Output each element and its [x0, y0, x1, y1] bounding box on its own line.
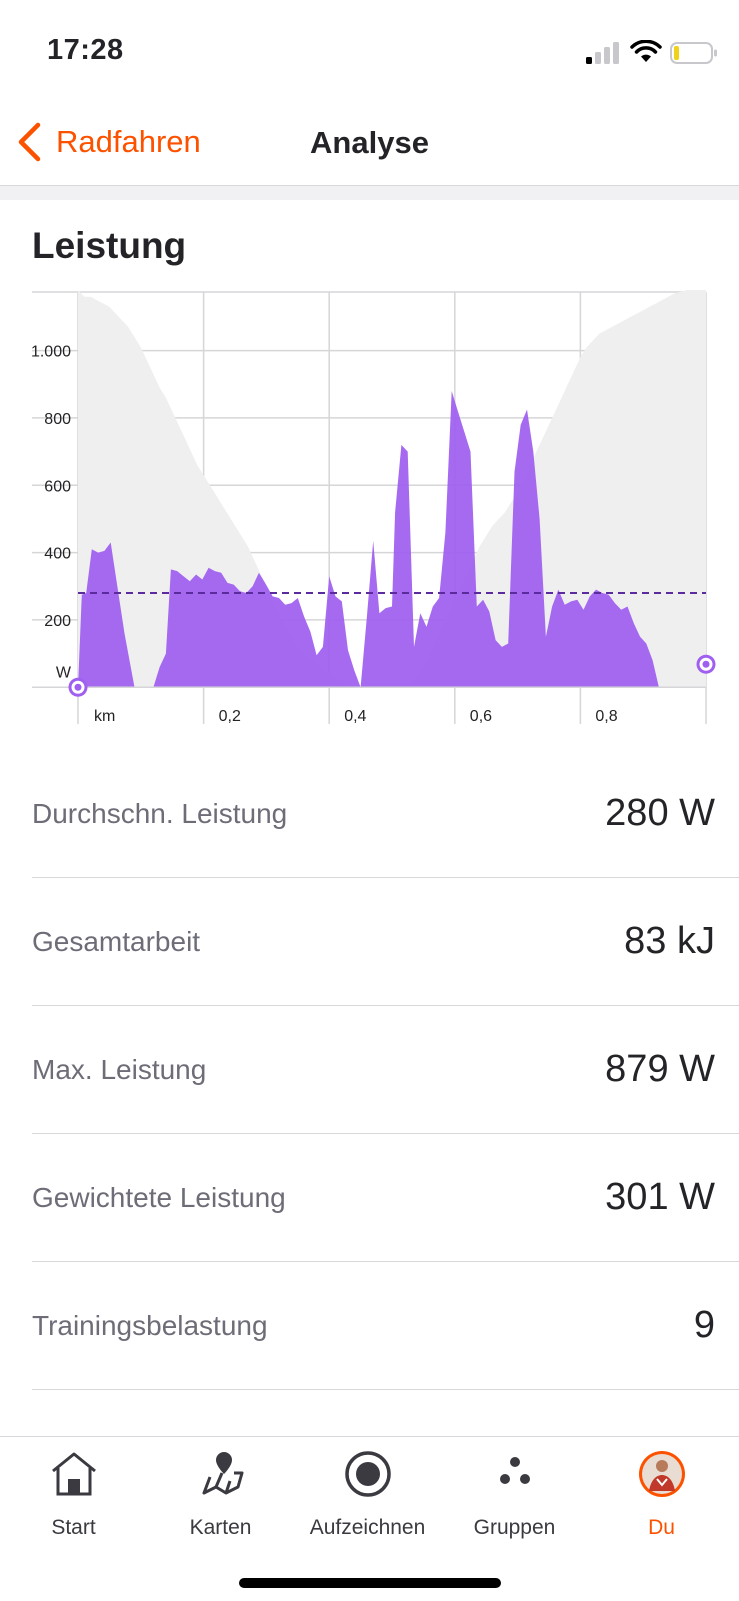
tab-label: Start [51, 1516, 96, 1539]
stat-row-total-work: Gesamtarbeit 83 kJ [32, 878, 739, 1006]
section-separator [0, 186, 739, 200]
stat-row-average-power: Durchschn. Leistung 280 W [32, 750, 739, 878]
stats-list: Durchschn. Leistung 280 W Gesamtarbeit 8… [32, 750, 739, 1390]
stat-row-max-power: Max. Leistung 879 W [32, 1006, 739, 1134]
tab-karten[interactable]: Karten [147, 1437, 294, 1547]
cellular-signal-icon [586, 42, 619, 64]
x-tick-label: 0,2 [219, 708, 241, 725]
power-chart[interactable]: 200 400 600 800 1.000 W 0,2 0,4 0,6 0,8 km [0, 288, 739, 743]
x-tick-label: 0,6 [470, 708, 492, 725]
stat-row-weighted-power: Gewichtete Leistung 301 W [32, 1134, 739, 1262]
stat-label: Durchschn. Leistung [32, 798, 288, 829]
power-area [78, 391, 706, 688]
stat-row-training-load: Trainingsbelastung 9 [32, 1262, 739, 1390]
record-icon [344, 1451, 391, 1497]
y-axis-unit-label: W [56, 664, 72, 681]
tab-label: Du [648, 1516, 675, 1539]
stat-label: Gesamtarbeit [32, 926, 201, 957]
stat-value: 280 W [605, 792, 715, 834]
handle-center [74, 683, 82, 691]
range-start-handle[interactable] [68, 677, 88, 697]
y-tick-label: 400 [44, 546, 71, 563]
home-indicator [239, 1578, 501, 1588]
y-tick-label: 200 [44, 613, 71, 630]
stat-label: Trainingsbelastung [32, 1310, 268, 1341]
stat-label: Gewichtete Leistung [32, 1182, 286, 1213]
tab-bar: Start Karten Aufzeichnen Gruppen [0, 1436, 739, 1601]
y-tick-label: 1.000 [31, 344, 71, 361]
chevron-left-icon [18, 122, 41, 162]
map-icon [202, 1452, 243, 1495]
groups-icon [499, 1457, 530, 1484]
tab-du[interactable]: Du [588, 1437, 735, 1547]
status-bar: 17:28 [0, 0, 739, 100]
tab-start[interactable]: Start [0, 1437, 147, 1547]
stat-value: 9 [693, 1304, 715, 1346]
handle-center [702, 660, 710, 668]
back-button[interactable]: Radfahren [16, 120, 201, 164]
page-title: Analyse [310, 125, 429, 160]
x-tick-label: 0,4 [344, 708, 366, 725]
battery-icon [670, 42, 717, 64]
tab-aufzeichnen[interactable]: Aufzeichnen [294, 1437, 441, 1547]
x-tick-label: 0,8 [595, 708, 617, 725]
profile-avatar-icon [638, 1451, 685, 1497]
tab-label: Aufzeichnen [309, 1516, 426, 1539]
stat-value: 301 W [605, 1176, 715, 1218]
x-axis-unit-label: km [94, 708, 115, 725]
stat-label: Max. Leistung [32, 1054, 207, 1085]
y-tick-label: 600 [44, 478, 71, 495]
tab-gruppen[interactable]: Gruppen [441, 1437, 588, 1547]
navigation-bar: Radfahren Analyse [0, 100, 739, 186]
tab-label: Karten [189, 1516, 252, 1539]
stat-value: 83 kJ [624, 920, 715, 962]
back-button-label: Radfahren [56, 124, 201, 159]
wifi-icon [630, 40, 662, 62]
tab-label: Gruppen [473, 1516, 556, 1539]
stat-value: 879 W [605, 1048, 715, 1090]
power-chart-svg: 200 400 600 800 1.000 W 0,2 0,4 0,6 0,8 km [31, 290, 716, 725]
section-title: Leistung [32, 225, 187, 266]
y-tick-label: 800 [44, 411, 71, 428]
home-icon [51, 1452, 96, 1496]
range-end-handle[interactable] [696, 654, 716, 674]
status-time: 17:28 [47, 34, 124, 66]
